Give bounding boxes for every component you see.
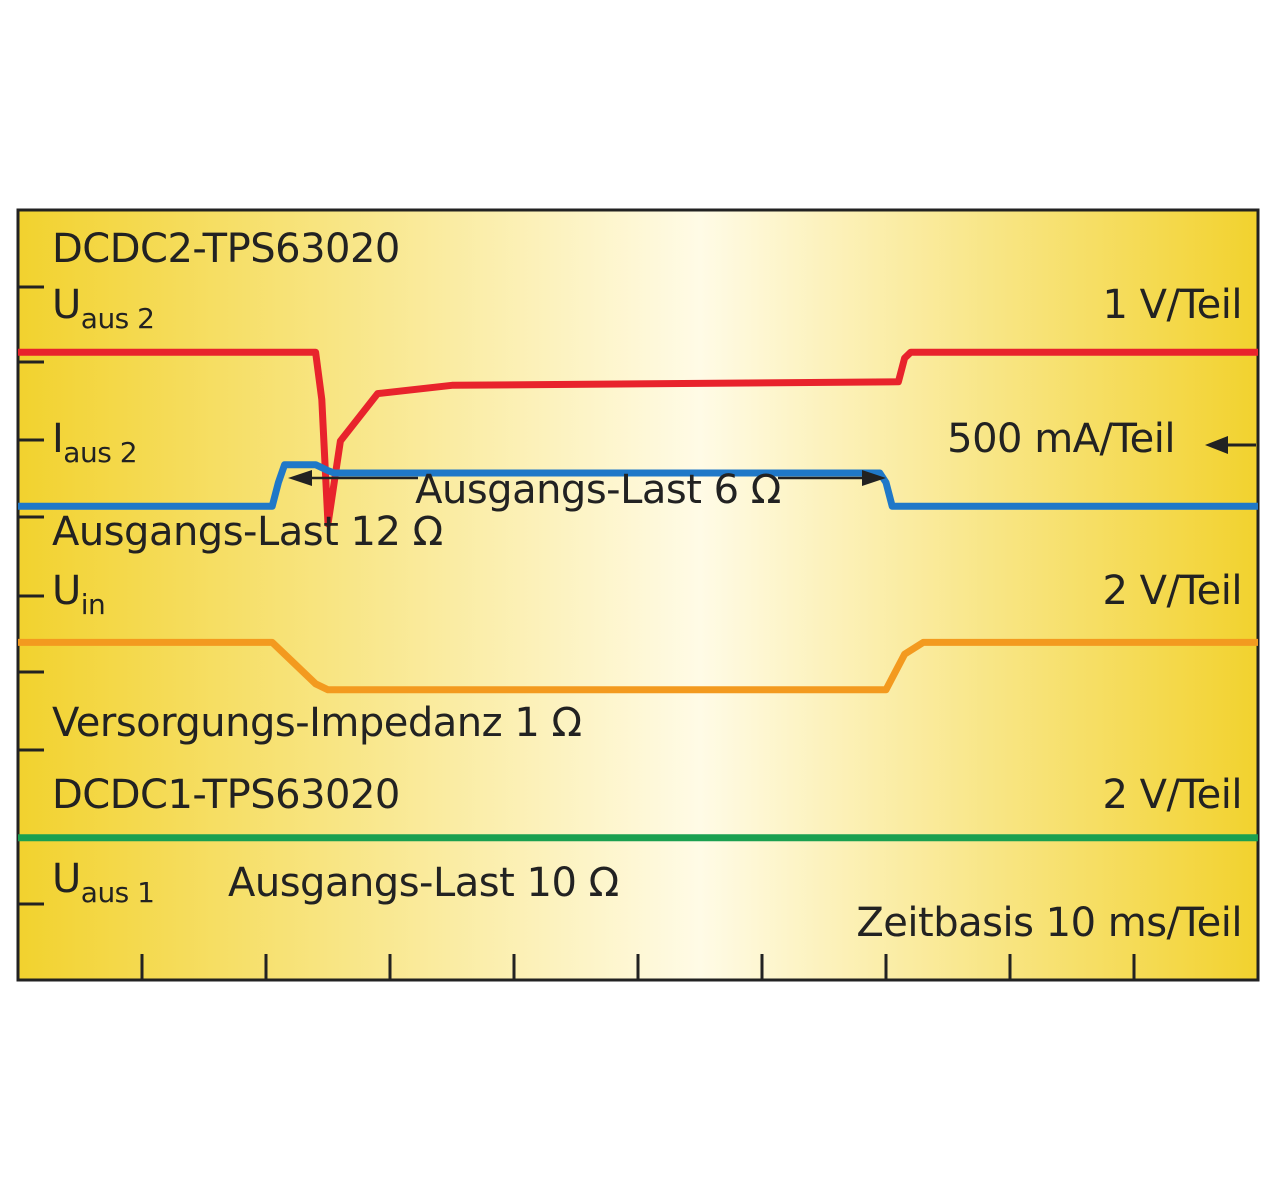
- left-ticks: [18, 285, 44, 906]
- annotation-load-12: Ausgangs-Last 12 Ω: [52, 509, 443, 555]
- timebase-label: Zeitbasis 10 ms/Teil: [856, 900, 1242, 946]
- title-bottom: DCDC1-TPS63020: [52, 772, 400, 818]
- bracket-left-head: [288, 470, 312, 486]
- title-top: DCDC2-TPS63020: [52, 226, 400, 272]
- label-u-aus1: Uaus 1: [52, 856, 155, 909]
- annotation-supply-impedance: Versorgungs-Impedanz 1 Ω: [52, 700, 582, 746]
- load-6-bracket: [288, 470, 886, 486]
- trace-u-aus2: [18, 348, 1258, 528]
- annotation-load-6: Ausgangs-Last 6 Ω: [415, 467, 781, 513]
- scale-u-aus1: 2 V/Teil: [1103, 772, 1242, 818]
- scale-u-aus2: 1 V/Teil: [1103, 282, 1242, 328]
- bracket-right-head: [862, 470, 886, 486]
- label-u-in: Uin: [52, 568, 105, 621]
- scale-arrow-head: [1205, 436, 1228, 454]
- plot-frame: [16, 208, 1260, 982]
- scale-u-in: 2 V/Teil: [1103, 568, 1242, 614]
- scale-i-aus2: 500 mA/Teil: [947, 416, 1175, 462]
- label-i-aus2: Iaus 2: [52, 416, 137, 469]
- scale-arrow: [1205, 436, 1256, 454]
- bottom-ticks: [140, 954, 1136, 980]
- trace-i-aus2: [18, 461, 1258, 510]
- trace-u-in: [18, 638, 1258, 694]
- annotation-load-10: Ausgangs-Last 10 Ω: [228, 860, 619, 906]
- label-u-aus2: Uaus 2: [52, 282, 155, 335]
- traces: [18, 348, 1258, 842]
